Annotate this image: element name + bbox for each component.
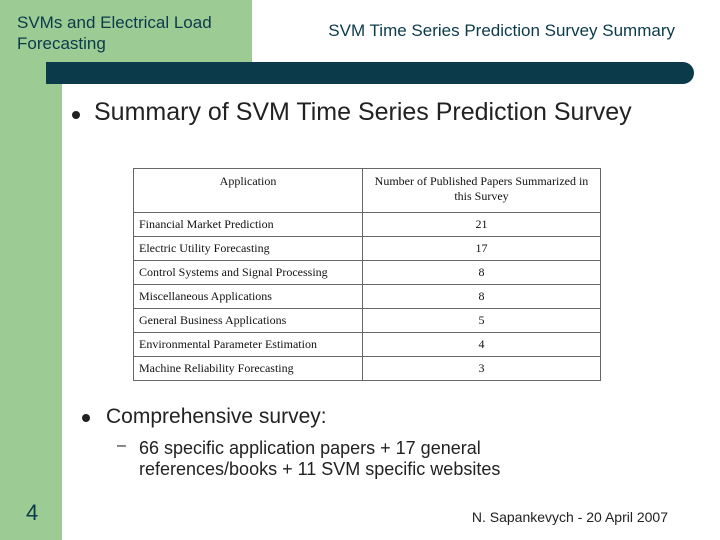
header-accent-block xyxy=(0,0,252,62)
count-cell: 4 xyxy=(362,332,601,357)
count-cell: 8 xyxy=(362,260,601,285)
count-cell: 8 xyxy=(362,284,601,309)
table-row: Financial Market Prediction 21 xyxy=(133,212,601,237)
table-header-row: Application Number of Published Papers S… xyxy=(133,168,601,213)
count-cell: 17 xyxy=(362,236,601,261)
bullet-text: Comprehensive survey: xyxy=(106,405,327,428)
bullet-text: Summary of SVM Time Series Prediction Su… xyxy=(94,98,632,126)
sub-bullet-text: 66 specific application papers + 17 gene… xyxy=(139,438,501,479)
table-row: General Business Applications 5 xyxy=(133,308,601,333)
survey-table: Application Number of Published Papers S… xyxy=(133,168,601,381)
table-row: Control Systems and Signal Processing 8 xyxy=(133,260,601,285)
table-row: Electric Utility Forecasting 17 xyxy=(133,236,601,261)
application-cell: Control Systems and Signal Processing xyxy=(133,260,363,285)
column-header: Application xyxy=(133,168,363,213)
left-accent-strip xyxy=(0,62,62,540)
table-row: Miscellaneous Applications 8 xyxy=(133,284,601,309)
application-cell: General Business Applications xyxy=(133,308,363,333)
count-cell: 5 xyxy=(362,308,601,333)
bullet-icon xyxy=(82,414,90,422)
presentation-title: SVMs and Electrical Load Forecasting xyxy=(17,13,212,53)
application-cell: Environmental Parameter Estimation xyxy=(133,332,363,357)
table-row: Environmental Parameter Estimation 4 xyxy=(133,332,601,357)
table-row: Machine Reliability Forecasting 3 xyxy=(133,356,601,381)
header-bar xyxy=(26,62,694,84)
footer-author-date: N. Sapankevych - 20 April 2007 xyxy=(471,509,668,525)
application-cell: Miscellaneous Applications xyxy=(133,284,363,309)
application-cell: Electric Utility Forecasting xyxy=(133,236,363,261)
page-number: 4 xyxy=(26,500,39,525)
application-cell: Machine Reliability Forecasting xyxy=(133,356,363,381)
column-header: Number of Published Papers Summarized in… xyxy=(362,168,601,213)
application-cell: Financial Market Prediction xyxy=(133,212,363,237)
count-cell: 21 xyxy=(362,212,601,237)
count-cell: 3 xyxy=(362,356,601,381)
slide-title: SVM Time Series Prediction Survey Summar… xyxy=(328,21,675,40)
sub-bullet-dash-icon: – xyxy=(117,437,126,454)
bullet-icon xyxy=(72,111,80,119)
header-bar-corner xyxy=(26,62,46,84)
